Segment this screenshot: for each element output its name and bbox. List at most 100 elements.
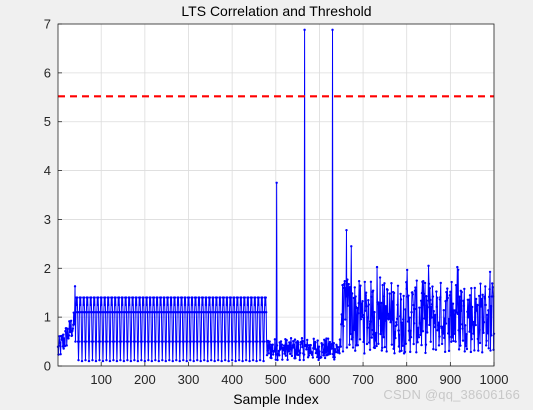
data-point: [382, 336, 385, 339]
data-point: [292, 339, 295, 343]
data-point: [294, 357, 297, 360]
data-point: [187, 296, 191, 299]
data-point: [61, 336, 64, 339]
data-point: [338, 352, 341, 355]
data-point: [387, 312, 390, 316]
data-point: [424, 343, 428, 346]
data-point: [351, 346, 355, 349]
data-point: [350, 245, 353, 248]
data-point: [397, 329, 400, 332]
data-point: [383, 282, 386, 285]
data-point: [464, 337, 468, 340]
data-point: [261, 296, 264, 299]
data-point: [284, 354, 288, 357]
data-point: [81, 340, 84, 343]
data-point: [457, 329, 460, 332]
data-point: [168, 340, 171, 343]
data-point: [208, 303, 211, 307]
data-point: [69, 319, 73, 323]
data-point: [324, 339, 327, 342]
data-point: [470, 305, 474, 309]
data-point: [192, 340, 196, 343]
data-point: [389, 321, 392, 324]
data-point: [71, 327, 75, 330]
data-point: [271, 353, 275, 356]
data-point: [198, 296, 201, 299]
data-point: [366, 316, 370, 319]
data-point: [425, 295, 428, 298]
data-point: [454, 340, 457, 343]
data-point: [268, 340, 271, 343]
data-point: [257, 296, 260, 299]
data-point: [343, 282, 346, 286]
data-point: [465, 347, 469, 351]
data-point: [88, 311, 92, 314]
data-point: [306, 343, 309, 347]
data-point: [289, 341, 292, 344]
x-tick-label: 1000: [480, 372, 509, 387]
x-tick-label: 300: [178, 372, 200, 387]
data-point: [104, 311, 107, 314]
data-point: [134, 311, 137, 314]
data-point: [478, 328, 481, 332]
data-point: [398, 333, 401, 336]
data-point: [131, 303, 134, 307]
x-tick-label: 700: [352, 372, 374, 387]
data-point: [339, 345, 343, 348]
data-point: [166, 296, 170, 299]
data-point: [83, 311, 86, 314]
data-point: [135, 296, 138, 299]
data-point: [340, 323, 344, 326]
data-point: [385, 350, 388, 353]
data-point: [136, 359, 140, 363]
data-point: [195, 311, 198, 314]
data-point: [405, 268, 409, 272]
data-point: [403, 350, 407, 354]
data-point: [412, 322, 416, 325]
data-point: [252, 311, 256, 314]
data-point: [93, 296, 96, 299]
data-point: [341, 350, 345, 353]
data-point: [129, 359, 133, 363]
data-point: [408, 339, 411, 342]
data-point: [303, 28, 306, 32]
data-point: [473, 286, 476, 290]
data-point: [148, 303, 152, 307]
data-point: [308, 349, 312, 352]
data-point: [265, 353, 269, 357]
data-point: [255, 359, 258, 363]
data-point: [445, 290, 448, 294]
data-point: [82, 303, 85, 307]
data-point: [463, 287, 466, 291]
data-point: [118, 311, 121, 314]
data-point: [208, 296, 212, 299]
data-point: [292, 343, 296, 347]
data-point: [364, 294, 367, 297]
data-point: [421, 330, 425, 333]
data-point: [121, 311, 125, 314]
data-point: [378, 304, 381, 308]
data-point: [159, 303, 162, 307]
data-point: [371, 328, 374, 332]
data-point: [451, 302, 455, 305]
data-point: [262, 340, 266, 343]
data-point: [237, 311, 240, 314]
data-point: [355, 320, 359, 323]
data-point: [85, 311, 88, 314]
data-point: [113, 303, 117, 307]
data-point: [130, 340, 133, 343]
data-point: [179, 340, 182, 343]
data-point: [201, 296, 205, 299]
data-point: [408, 316, 411, 319]
data-point: [194, 303, 197, 307]
data-point: [224, 311, 228, 314]
data-point: [487, 347, 490, 350]
data-point: [251, 358, 255, 362]
data-point: [112, 340, 116, 343]
data-point: [259, 340, 262, 343]
data-point: [388, 292, 391, 295]
data-point: [115, 359, 119, 363]
data-point: [184, 311, 188, 314]
data-point: [270, 356, 273, 360]
data-point: [292, 346, 295, 349]
